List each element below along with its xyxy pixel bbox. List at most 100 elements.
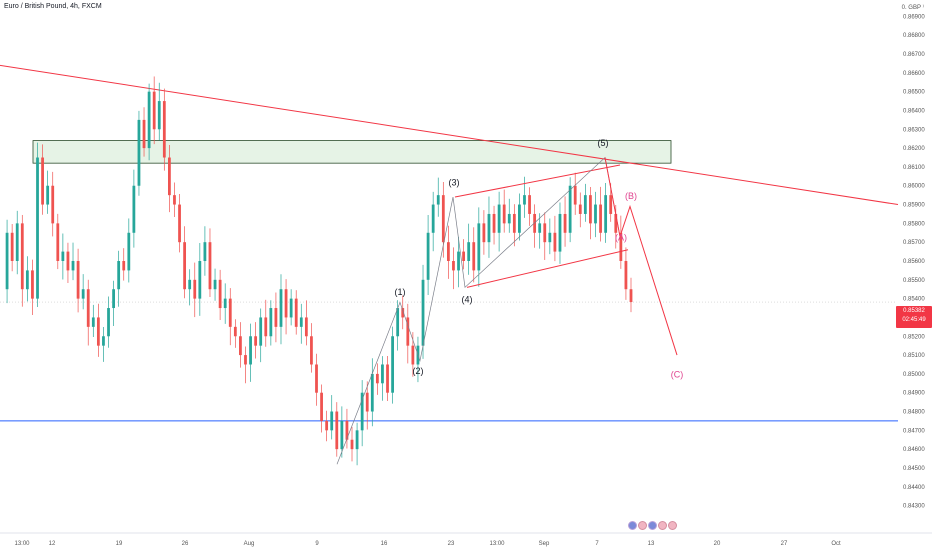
impulse-wave-label: (4) xyxy=(462,294,473,304)
candle-body xyxy=(487,213,491,243)
candle-body xyxy=(102,336,105,346)
candle-body xyxy=(589,195,592,224)
candle-body xyxy=(284,289,288,318)
candle-body xyxy=(467,242,471,261)
candle-body xyxy=(254,336,258,346)
y-tick-label: 0.86300 xyxy=(903,127,925,133)
event-dot-icon[interactable] xyxy=(648,521,657,530)
candle-body xyxy=(548,232,552,243)
candle-body xyxy=(391,336,394,393)
candle-body xyxy=(512,213,516,233)
channel-lower-line xyxy=(466,249,629,288)
candle-body xyxy=(538,223,542,233)
candle-body xyxy=(279,289,283,327)
candle-body xyxy=(325,420,329,431)
candle-body xyxy=(36,157,39,299)
candle-body xyxy=(61,251,65,261)
candle-body xyxy=(436,195,440,205)
impulse-wave-label: (3) xyxy=(449,178,460,188)
x-tick-label: 26 xyxy=(182,541,189,547)
candle-body xyxy=(401,308,405,318)
candle-body xyxy=(452,261,455,271)
candle-body xyxy=(446,242,450,261)
candle-body xyxy=(71,261,75,271)
candle-body xyxy=(350,439,354,450)
x-tick-label: 13:00 xyxy=(14,541,30,547)
candle-body xyxy=(228,298,232,327)
currency-label: 0. GBP ⁾ xyxy=(902,4,924,11)
event-dot-icon[interactable] xyxy=(628,521,637,530)
candle-body xyxy=(142,119,146,149)
candle-body xyxy=(624,261,628,290)
candle-body xyxy=(147,91,151,149)
candle-body xyxy=(157,101,161,130)
candle-body xyxy=(178,204,181,243)
candle-body xyxy=(335,411,339,450)
event-dot-icon[interactable] xyxy=(668,521,677,530)
channel-upper-line xyxy=(454,164,621,198)
candle-body xyxy=(386,364,389,393)
candle-body xyxy=(41,157,44,205)
y-tick-label: 0.85600 xyxy=(903,259,925,265)
candle-body xyxy=(203,242,207,261)
y-tick-label: 0.84800 xyxy=(903,410,925,416)
impulse-wave-label: (1) xyxy=(395,287,406,297)
candle-body xyxy=(502,204,506,224)
candle-body xyxy=(107,308,110,337)
candle-body xyxy=(310,336,313,365)
candle-body xyxy=(81,289,85,299)
x-tick-label: Sep xyxy=(539,541,550,547)
x-tick-label: 12 xyxy=(49,541,56,547)
candle-body xyxy=(426,232,430,280)
y-tick-label: 0.86900 xyxy=(903,14,925,20)
candle-body xyxy=(213,279,217,290)
y-tick-label: 0.86200 xyxy=(903,146,925,152)
candle-body xyxy=(117,261,121,290)
x-tick-label: 20 xyxy=(714,541,721,547)
impulse-wave-label: (5) xyxy=(598,138,609,148)
candle-body xyxy=(583,195,587,214)
y-tick-label: 0.84900 xyxy=(903,391,925,397)
y-tick-label: 0.85500 xyxy=(903,278,925,284)
candle-body xyxy=(360,392,364,431)
last-price-badge: 0.85382 02:45:49 xyxy=(896,306,932,328)
candle-body xyxy=(304,317,308,337)
candle-body xyxy=(355,430,359,450)
candle-body xyxy=(370,373,374,412)
candle-body xyxy=(10,232,14,261)
event-icons[interactable] xyxy=(628,521,677,530)
y-tick-label: 0.84600 xyxy=(903,447,925,453)
candle-body xyxy=(264,317,268,337)
y-tick-label: 0.86400 xyxy=(903,108,925,114)
candle-body xyxy=(51,185,55,224)
y-tick-label: 0.85800 xyxy=(903,221,925,227)
candle-body xyxy=(193,279,197,299)
candle-body xyxy=(518,204,521,233)
x-tick-label: 23 xyxy=(448,541,455,547)
y-tick-label: 0.85900 xyxy=(903,203,925,209)
candle-body xyxy=(259,317,263,346)
x-tick-label: Oct xyxy=(831,541,841,547)
x-tick-label: 13 xyxy=(648,541,655,547)
candle-body xyxy=(431,204,435,233)
candle-body xyxy=(553,232,557,252)
candle-body xyxy=(168,157,171,196)
wave-count-path xyxy=(336,156,621,465)
candle-body xyxy=(604,195,608,233)
candle-body xyxy=(122,261,126,271)
x-tick-label: Aug xyxy=(244,541,255,547)
candle-body xyxy=(208,242,212,290)
event-dot-icon[interactable] xyxy=(638,521,647,530)
candle-body xyxy=(66,251,70,271)
candle-body xyxy=(299,317,303,327)
candle-body xyxy=(477,223,481,271)
candle-body xyxy=(563,213,567,233)
candle-body xyxy=(223,298,227,309)
event-dot-icon[interactable] xyxy=(658,521,667,530)
candle-body xyxy=(56,223,60,261)
x-tick-label: 16 xyxy=(381,541,388,547)
candle-body xyxy=(614,213,618,233)
candle-body xyxy=(173,195,176,205)
